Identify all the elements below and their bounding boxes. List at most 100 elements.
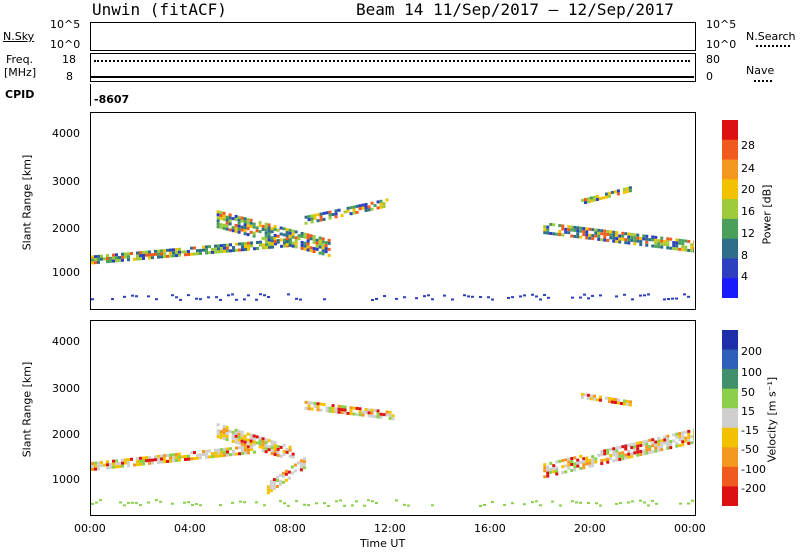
data-cell (660, 245, 664, 249)
data-cell (246, 227, 250, 231)
data-cell (636, 447, 640, 451)
data-cell (284, 478, 288, 482)
data-cell (570, 225, 574, 229)
data-cell (681, 437, 685, 441)
data-cell (549, 467, 553, 471)
data-cell (312, 250, 316, 254)
data-cell (106, 257, 109, 261)
data-cell (237, 441, 241, 445)
data-cell (576, 458, 580, 462)
data-cell (693, 428, 694, 432)
data-cell (231, 229, 235, 233)
ground-scatter (307, 504, 310, 507)
data-cell (681, 248, 685, 252)
colorbar-segment (722, 199, 738, 220)
data-cell (376, 412, 380, 416)
data-cell (589, 196, 593, 200)
ground-scatter (691, 499, 694, 502)
data-cell (267, 238, 271, 242)
data-cell (660, 448, 664, 452)
data-cell (352, 208, 356, 212)
data-cell (630, 452, 634, 456)
data-cell (310, 217, 314, 221)
data-cell (235, 452, 238, 456)
data-cell (267, 232, 271, 236)
beam-date-title: Beam 14 11/Sep/2017 – 12/Sep/2017 (356, 0, 674, 19)
data-cell (175, 254, 178, 258)
data-cell (288, 445, 292, 449)
colorbar-segment (722, 466, 738, 487)
data-cell (586, 396, 590, 400)
data-cell (267, 445, 271, 449)
data-cell (580, 392, 584, 396)
data-cell (633, 442, 637, 446)
data-cell (355, 412, 359, 416)
data-cell (313, 404, 317, 408)
data-cell (193, 246, 196, 250)
data-cell (588, 236, 592, 240)
data-cell (654, 443, 658, 447)
data-cell (361, 203, 365, 207)
xtick-0000b: 00:00 (674, 522, 706, 535)
data-cell (145, 253, 148, 257)
ground-scatter (427, 294, 430, 297)
data-cell (687, 432, 691, 436)
ground-scatter (131, 294, 134, 297)
ground-scatter (631, 298, 634, 301)
data-cell (355, 210, 359, 214)
data-cell (331, 404, 335, 408)
data-cell (97, 260, 100, 264)
ground-scatter (363, 504, 366, 507)
data-cell (139, 257, 142, 261)
data-cell (154, 249, 157, 253)
data-cell (334, 410, 338, 414)
data-cell (172, 456, 175, 460)
power-ylabel: Slant Range [km] (20, 154, 34, 251)
nsearch-legend-dots (756, 45, 790, 47)
data-cell (627, 455, 631, 459)
data-cell (294, 242, 298, 246)
data-cell (639, 444, 643, 448)
data-cell (321, 243, 325, 247)
data-cell (558, 459, 562, 463)
data-cell (607, 191, 611, 195)
data-cell (589, 199, 593, 203)
ground-scatter (99, 499, 102, 502)
power-cb-tick-16: 16 (741, 205, 755, 218)
data-cell (240, 228, 244, 232)
data-cell (226, 447, 229, 451)
data-cell (303, 235, 307, 239)
power-panel (90, 112, 696, 310)
data-cell (273, 441, 277, 445)
data-cell (543, 228, 547, 232)
data-cell (654, 244, 658, 248)
data-cell (91, 461, 94, 465)
data-cell (231, 226, 235, 230)
data-cell (279, 226, 283, 230)
data-cell (564, 227, 568, 231)
data-cell (558, 233, 562, 237)
data-cell (184, 455, 187, 459)
data-cell (600, 453, 604, 457)
data-cell (244, 451, 247, 455)
data-cell (585, 227, 589, 231)
data-cell (606, 448, 610, 452)
data-cell (222, 434, 226, 438)
data-cell (157, 454, 160, 458)
data-cell (163, 457, 166, 461)
data-cell (142, 462, 145, 466)
data-cell (151, 256, 154, 260)
data-cell (109, 256, 112, 260)
data-cell (687, 435, 691, 439)
data-cell (226, 453, 229, 457)
power-ytick-3000: 3000 (52, 175, 80, 188)
data-cell (211, 250, 214, 254)
data-cell (261, 227, 265, 231)
freq-strip (90, 53, 696, 82)
data-cell (583, 393, 587, 397)
data-cell (582, 227, 586, 231)
data-cell (241, 242, 244, 246)
data-cell (190, 457, 193, 461)
data-cell (109, 259, 112, 263)
data-cell (289, 238, 292, 242)
